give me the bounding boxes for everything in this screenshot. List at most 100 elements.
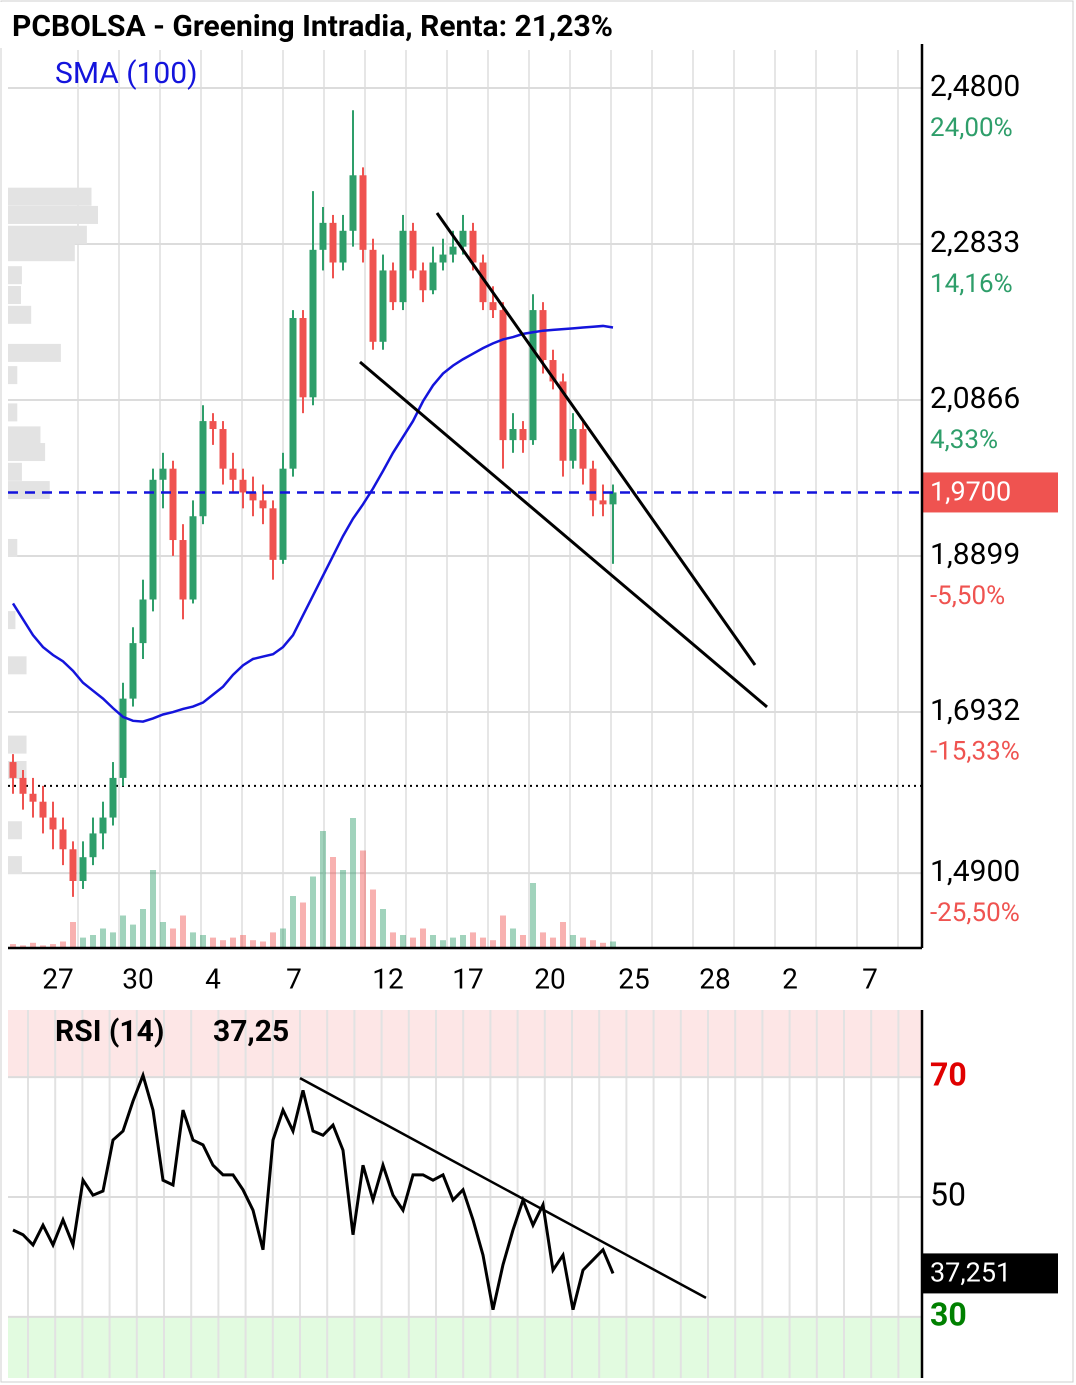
candle-body xyxy=(359,175,367,250)
volume-bar xyxy=(10,944,16,948)
candle-body xyxy=(259,500,267,509)
volume-profile-bar xyxy=(8,481,50,500)
volume-bar xyxy=(50,944,56,948)
x-tick-label: 30 xyxy=(122,962,153,995)
volume-bar xyxy=(250,940,256,948)
candle-body xyxy=(609,492,617,505)
volume-profile-bar xyxy=(8,243,75,262)
y2-tick-label: 24,00% xyxy=(930,113,1013,143)
volume-bar xyxy=(350,818,356,948)
candle-body xyxy=(309,249,317,398)
volume-bar xyxy=(460,935,466,948)
volume-bar xyxy=(290,896,296,948)
candle-body xyxy=(119,698,127,778)
candle-body xyxy=(39,801,47,818)
candle-body xyxy=(499,310,507,441)
candle-body xyxy=(439,254,447,263)
candle-body xyxy=(209,421,217,430)
x-tick-label: 2 xyxy=(782,962,798,995)
band xyxy=(8,1010,922,1078)
x-tick-label: 12 xyxy=(372,962,403,995)
x-tick-label: 4 xyxy=(205,962,221,995)
candle-body xyxy=(589,468,597,501)
candle-body xyxy=(299,318,307,398)
candle-body xyxy=(519,429,527,441)
candle-body xyxy=(389,270,397,303)
volume-profile-bar xyxy=(8,343,61,362)
y-tick-label: 30 xyxy=(930,1295,967,1333)
volume-bar xyxy=(210,937,216,948)
x-tick-label: 20 xyxy=(534,962,565,995)
volume-bar xyxy=(170,928,176,948)
volume-bar xyxy=(80,937,86,948)
volume-bar xyxy=(200,935,206,948)
candle-body xyxy=(149,479,157,600)
candle-body xyxy=(569,429,577,461)
volume-bar xyxy=(520,935,526,948)
volume-bar xyxy=(320,831,326,948)
candle-body xyxy=(69,849,77,881)
volume-bar xyxy=(560,922,566,948)
volume-bar xyxy=(280,928,286,948)
y-tick-label: 1,6932 xyxy=(930,693,1020,728)
candle-body xyxy=(129,643,137,699)
volume-profile-bar xyxy=(8,426,41,445)
candle-body xyxy=(469,230,477,263)
volume-bar xyxy=(340,870,346,948)
volume-bar xyxy=(90,935,96,948)
candle-body xyxy=(59,829,67,850)
volume-bar xyxy=(530,883,536,948)
candle-body xyxy=(579,429,587,469)
x-tick-label: 7 xyxy=(862,962,878,995)
chart-title: PCBOLSA - Greening Intradia, Renta: 21,2… xyxy=(12,9,613,44)
y2-tick-label: 14,16% xyxy=(930,269,1013,299)
y-tick-label: 50 xyxy=(930,1175,966,1213)
last-value-box xyxy=(922,1253,1058,1294)
volume-bar xyxy=(540,932,546,948)
trendline xyxy=(435,212,757,666)
candle-body xyxy=(9,762,17,778)
y-tick-label: 70 xyxy=(930,1056,967,1094)
volume-bar xyxy=(370,889,376,948)
volume-bar xyxy=(490,940,496,948)
candle-body xyxy=(89,833,97,858)
candle-body xyxy=(489,302,497,311)
candle-body xyxy=(179,540,187,600)
volume-bar xyxy=(140,909,146,948)
y2-tick-label: -15,33% xyxy=(930,737,1020,767)
band xyxy=(8,1316,922,1378)
volume-bar xyxy=(590,940,596,948)
volume-profile-bar xyxy=(8,187,92,206)
last-price-box xyxy=(922,472,1058,513)
volume-bar xyxy=(420,928,426,948)
volume-profile-bar xyxy=(8,305,32,324)
y-tick-label: 1,4900 xyxy=(930,854,1020,889)
candle-body xyxy=(79,857,87,881)
candle-body xyxy=(279,468,287,560)
trendline xyxy=(299,1077,707,1299)
volume-bar xyxy=(300,902,306,948)
y2-tick-label: -25,50% xyxy=(930,898,1020,928)
candle-body xyxy=(369,249,377,342)
volume-bar xyxy=(610,941,616,948)
volume-bar xyxy=(260,941,266,948)
candle-body xyxy=(159,468,167,480)
candle-body xyxy=(19,777,27,794)
volume-profile-bar xyxy=(8,266,22,285)
candle-body xyxy=(509,429,517,441)
candle-body xyxy=(529,310,537,441)
volume-bar xyxy=(330,857,336,948)
volume-profile-bar xyxy=(8,225,87,244)
volume-bar xyxy=(60,941,66,948)
candle-body xyxy=(269,508,277,560)
volume-bar xyxy=(160,922,166,948)
volume-profile-bar xyxy=(8,656,27,675)
candle-body xyxy=(169,468,177,541)
volume-bar xyxy=(440,940,446,948)
y2-tick-label: 4,33% xyxy=(930,425,998,455)
volume-bar xyxy=(390,932,396,948)
candle-body xyxy=(599,500,607,505)
candle-body xyxy=(479,262,487,303)
